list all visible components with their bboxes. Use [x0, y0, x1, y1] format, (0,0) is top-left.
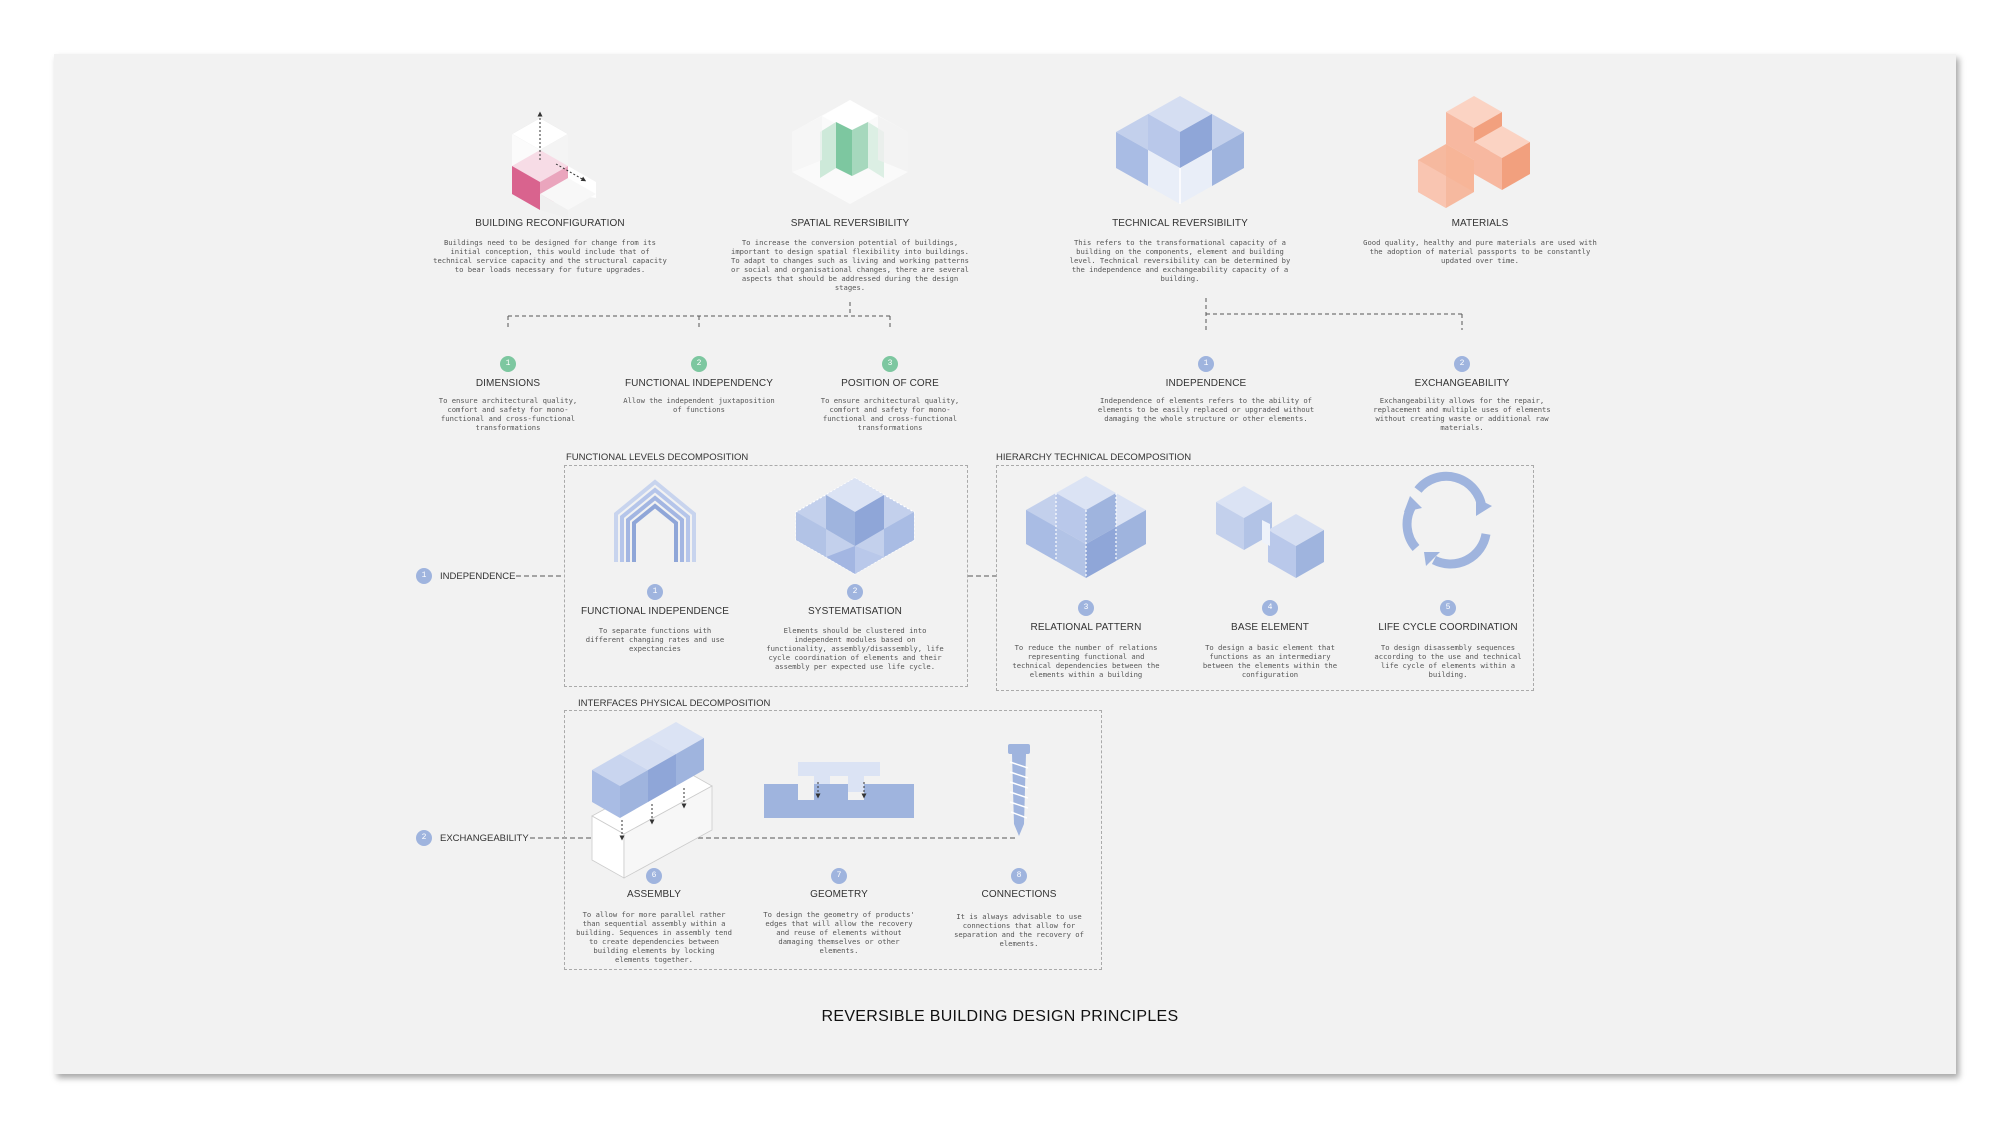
- item-title: LIFE CYCLE COORDINATION: [1378, 622, 1518, 633]
- technical-tree-connectors: [1205, 298, 1463, 330]
- aspect-description: Allow the independent juxtaposition of f…: [623, 396, 775, 414]
- aspect-number-badge: 1: [1198, 356, 1214, 372]
- aspect-number-badge: 2: [1454, 356, 1470, 372]
- aspect-number-badge: 2: [691, 356, 707, 372]
- relational-pattern-icon: [1026, 476, 1146, 578]
- life-cycle-icon: [1402, 471, 1492, 569]
- hierarchy-technical-box: [996, 465, 1534, 691]
- functional-levels-box: [564, 465, 968, 687]
- side-number-badge: 2: [416, 830, 432, 846]
- section-title-hierarchy-technical: HIERARCHY TECHNICAL DECOMPOSITION: [996, 452, 1192, 463]
- principle-title: BUILDING RECONFIGURATION: [475, 218, 625, 229]
- principle-title: TECHNICAL REVERSIBILITY: [1112, 218, 1248, 229]
- materials-icon: [1418, 96, 1530, 208]
- item-description: To design the geometry of products' edge…: [763, 910, 915, 955]
- item-description: It is always advisable to use connection…: [954, 912, 1084, 948]
- principle-description: Good quality, healthy and pure materials…: [1363, 238, 1597, 265]
- item-number-badge: 8: [1011, 868, 1027, 884]
- aspect-description: Exchangeability allows for the repair, r…: [1373, 396, 1551, 432]
- aspect-title: POSITION OF CORE: [841, 378, 939, 389]
- assembly-icon: [591, 722, 713, 879]
- spatial-tree-connectors: [507, 302, 891, 330]
- item-number-badge: 1: [647, 584, 663, 600]
- item-title: BASE ELEMENT: [1231, 622, 1309, 633]
- aspect-description: To ensure architectural quality, comfort…: [438, 396, 578, 432]
- item-description: To design disassembly sequences accordin…: [1374, 643, 1522, 679]
- item-number-badge: 2: [847, 584, 863, 600]
- section-title-functional-levels: FUNCTIONAL LEVELS DECOMPOSITION: [566, 452, 749, 463]
- section-title-interfaces-physical: INTERFACES PHYSICAL DECOMPOSITION: [578, 698, 771, 709]
- aspect-description: Independence of elements refers to the a…: [1097, 396, 1315, 423]
- functional-independence-icon: [614, 479, 696, 562]
- item-title: RELATIONAL PATTERN: [1030, 622, 1142, 633]
- item-number-badge: 6: [646, 868, 662, 884]
- item-title: CONNECTIONS: [981, 889, 1057, 900]
- interfaces-physical-box: [564, 710, 1102, 970]
- aspect-title: FUNCTIONAL INDEPENDENCY: [624, 378, 774, 389]
- item-description: Elements should be clustered into indepe…: [766, 626, 944, 671]
- item-number-badge: 7: [831, 868, 847, 884]
- systematisation-icon: [795, 477, 915, 575]
- principle-description: Buildings need to be designed for change…: [433, 238, 667, 274]
- base-element-icon: [1216, 486, 1324, 578]
- principle-description: To increase the conversion potential of …: [731, 238, 969, 292]
- item-title: SYSTEMATISATION: [808, 606, 902, 617]
- item-description: To design a basic element that functions…: [1202, 643, 1338, 679]
- aspect-description: To ensure architectural quality, comfort…: [820, 396, 960, 432]
- item-number-badge: 4: [1262, 600, 1278, 616]
- aspect-number-badge: 1: [500, 356, 516, 372]
- side-label-independence: INDEPENDENCE: [440, 571, 516, 582]
- technical-reversibility-icon: [1116, 96, 1244, 204]
- principle-title: SPATIAL REVERSIBILITY: [790, 218, 910, 229]
- item-title: GEOMETRY: [810, 889, 868, 900]
- item-title: ASSEMBLY: [627, 889, 681, 900]
- diagram-board: [54, 54, 1956, 1074]
- building-reconfiguration-icon: [511, 111, 596, 218]
- side-number-badge: 1: [416, 568, 432, 584]
- side-label-exchangeability: EXCHANGEABILITY: [440, 833, 529, 844]
- connections-icon: [1008, 744, 1030, 836]
- geometry-icon: [764, 762, 914, 818]
- item-description: To separate functions with different cha…: [585, 626, 725, 653]
- item-title: FUNCTIONAL INDEPENDENCE: [580, 606, 730, 617]
- aspect-number-badge: 3: [882, 356, 898, 372]
- item-number-badge: 3: [1078, 600, 1094, 616]
- aspect-title: EXCHANGEABILITY: [1414, 378, 1510, 389]
- item-description: To allow for more parallel rather than s…: [576, 910, 732, 964]
- item-description: To reduce the number of relations repres…: [1012, 643, 1160, 679]
- aspect-title: DIMENSIONS: [475, 378, 541, 389]
- spatial-reversibility-icon: [792, 100, 908, 204]
- item-number-badge: 5: [1440, 600, 1456, 616]
- diagram-title: REVERSIBLE BUILDING DESIGN PRINCIPLES: [821, 1008, 1179, 1025]
- principle-description: This refers to the transformational capa…: [1069, 238, 1291, 283]
- aspect-title: INDEPENDENCE: [1165, 378, 1247, 389]
- principle-title: MATERIALS: [1451, 218, 1509, 229]
